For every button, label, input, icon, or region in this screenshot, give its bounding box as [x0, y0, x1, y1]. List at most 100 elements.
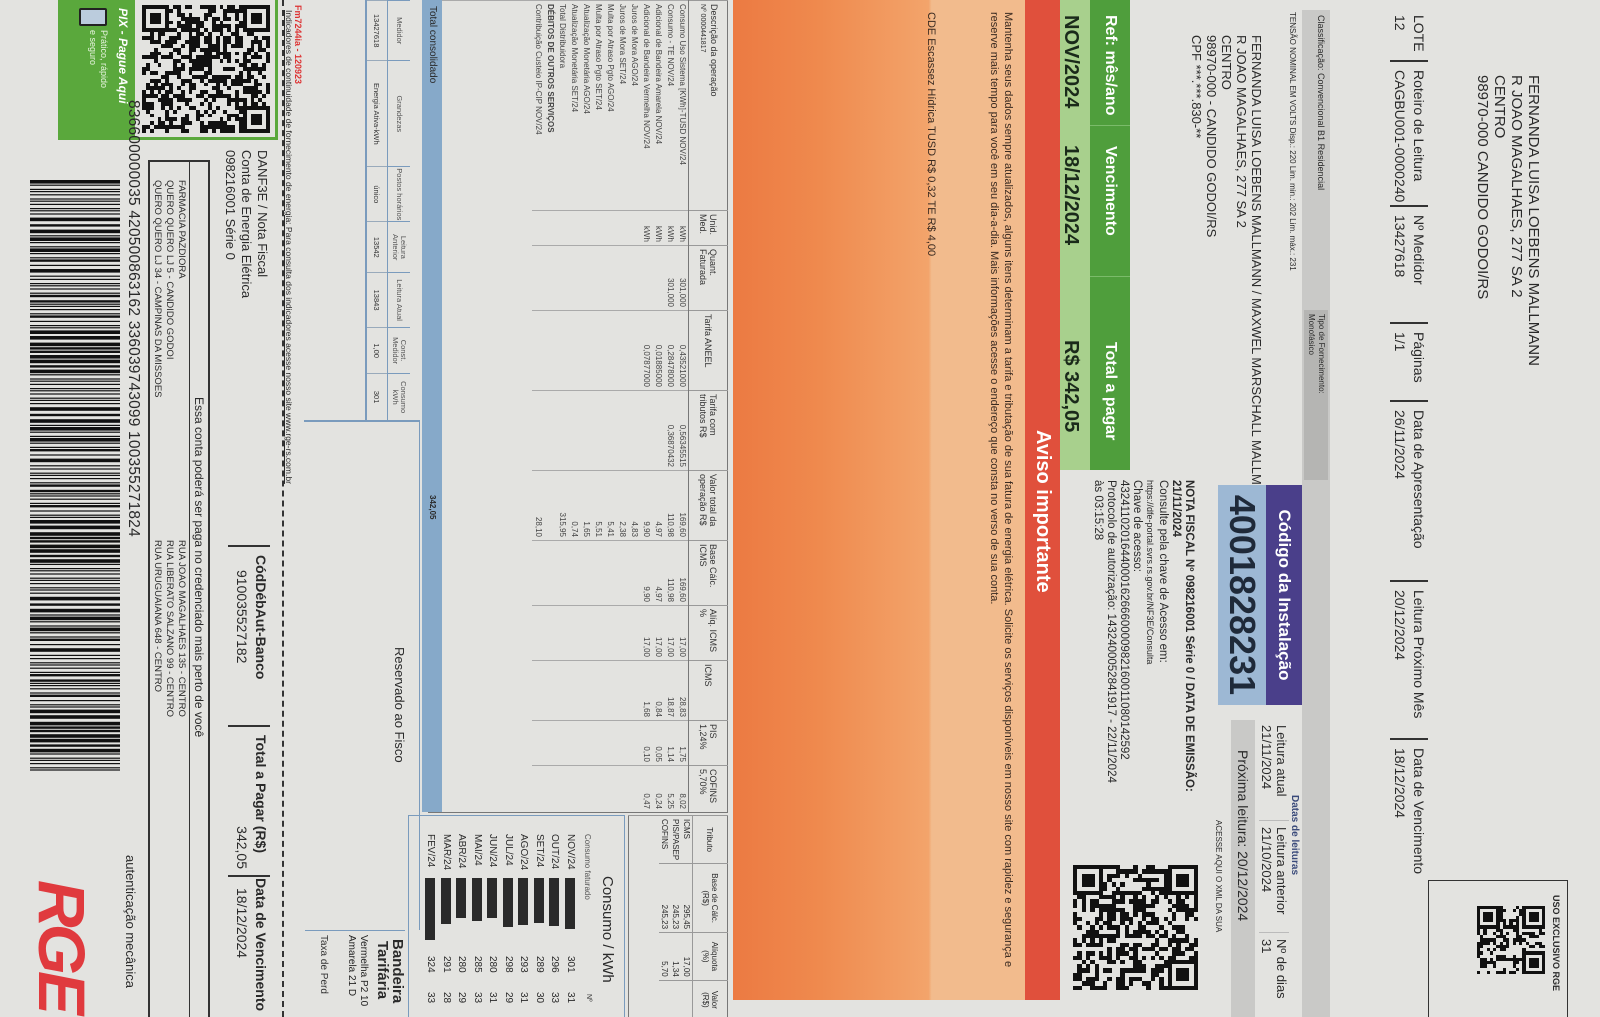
barcode-bar: [30, 715, 120, 719]
month-label: ABR/24: [456, 834, 468, 869]
days-value: 31: [1259, 939, 1274, 954]
due-date-stub-value: 18/12/2024: [234, 888, 250, 959]
barcode-bar: [30, 313, 120, 315]
header-field: LOTE 12: [1390, 15, 1428, 52]
days-value: 31: [518, 992, 530, 1004]
table-cell: [592, 720, 604, 766]
classification-bar: Classificação: Convencional B1 Residenci…: [1302, 10, 1330, 1017]
table-cell: [556, 310, 568, 391]
barcode-bar: [30, 516, 120, 518]
consumption-title: Consumo / kWh: [599, 876, 616, 983]
table-cell: 9,90: [640, 540, 652, 606]
column-header: Base Cálc. ICMS: [688, 540, 728, 606]
barcode-bar: [30, 679, 120, 682]
month-label: JUN/24: [487, 834, 499, 868]
barcode-bar: [30, 700, 120, 702]
table-cell: [532, 605, 544, 661]
consumption-bar: [549, 878, 560, 926]
barcode-bar: [30, 468, 120, 470]
barcode-bar: [30, 390, 120, 392]
table-cell: 0,74: [568, 470, 580, 541]
table-cell: [544, 470, 556, 541]
barcode-bar: [30, 592, 120, 594]
customer-names: FERNANDA LUISA LOEBENS MALLMANN / MAXWEL…: [1249, 35, 1264, 513]
previous-reading-label: Leitura anterior: [1274, 827, 1289, 915]
pix-qr-code[interactable]: [142, 5, 270, 133]
items-table: Descrição da operação Nº 0000441817 Unid. …: [428, 0, 728, 813]
barcode-bar: [30, 589, 120, 591]
consumption-value: 296: [549, 956, 561, 973]
barcode-bar: [30, 350, 120, 354]
uso-exclusivo-label: USO EXCLUSIVO RGE: [1551, 895, 1561, 992]
xml-qr-code[interactable]: [1073, 865, 1198, 990]
table-cell: 0,84: [652, 660, 664, 721]
tax-cell: ICMS: [681, 815, 693, 864]
table-cell: [580, 390, 592, 471]
danf-line: 098216001 Série 0: [223, 150, 238, 260]
table-cell: [592, 390, 604, 471]
pix-box[interactable]: PIX - Pague Aqui Prático, rápido e seguro: [58, 0, 278, 140]
meter-column-header: Leitura Anterior: [387, 221, 410, 273]
barcode-bar: [30, 559, 120, 563]
header-field-label: LOTE: [1411, 15, 1427, 52]
month-label: NOV/24: [565, 834, 576, 870]
table-cell: 0,01885000: [652, 310, 664, 391]
loss-rate-label: Taxa de Perd: [318, 935, 329, 994]
barcode-bar: [30, 188, 120, 191]
table-cell: 110,98: [664, 540, 676, 606]
table-cell: [580, 605, 592, 661]
continuity-indicators-link[interactable]: Indicadores de continuidade de fornecime…: [284, 10, 294, 488]
meter-column-header: Grandezas: [387, 60, 410, 167]
table-cell: [604, 605, 616, 661]
consumption-value: 285: [472, 956, 483, 973]
table-cell: [604, 720, 616, 766]
flag-red: Vermelha P2 10: [358, 935, 369, 1007]
barcode-bar: [30, 495, 120, 497]
barcode-bar: [30, 520, 120, 524]
table-cell: [604, 210, 616, 246]
barcode-bar: [30, 217, 120, 222]
days-value: 33: [549, 992, 561, 1004]
barcode-bar: [30, 449, 120, 452]
meter-cell: 13542: [366, 221, 388, 273]
consumption-value: 324: [425, 956, 437, 973]
table-cell: [580, 765, 592, 813]
meter-cell: Energia Ativa-kWh: [366, 60, 388, 167]
rge-logo: RGE: [25, 880, 99, 1012]
pix-title: PIX - Pague Aqui: [116, 8, 130, 104]
barcode-number: 836600000035 420500863162 336039743099 1…: [125, 100, 142, 537]
xml-access-label: ACESSE AQUI O XML DA SUA: [1214, 820, 1223, 933]
table-cell: [532, 245, 544, 311]
tax-column-header: Tributo: [692, 815, 728, 864]
table-row: Consumo Uso Sistema [KWh]-TUSD NOV/24 kWh…: [676, 0, 689, 813]
barcode-bar: [30, 248, 120, 253]
barcode-bar: [30, 625, 120, 627]
header-field-value: 18/12/2024: [1392, 748, 1408, 819]
barcode-bar: [30, 369, 120, 374]
column-header-text: Alíq. ICMS %: [698, 609, 718, 653]
table-cell: [616, 540, 628, 606]
consumption-bar: [487, 878, 498, 918]
month-label: SET/24: [534, 834, 545, 868]
barcode-bar: [30, 549, 120, 553]
barcode-bar: [30, 694, 120, 697]
table-cell: [616, 605, 628, 661]
invoice-portal-link[interactable]: https://dfe-portal.svrs.rs.gov.br/NF3E/C…: [1145, 480, 1155, 665]
table-cell: 4,97: [652, 540, 664, 606]
barcode-bar: [30, 759, 120, 761]
barcode-bar: [30, 198, 120, 200]
barcode-bar: [30, 536, 120, 540]
header-field-value: 13427618: [1392, 215, 1408, 278]
barcode-bar: [30, 446, 120, 448]
barcode-bar: [30, 474, 120, 476]
column-header-text: Tarifa com tributos R$: [698, 394, 718, 438]
barcode-bar: [30, 685, 120, 687]
table-cell: [532, 390, 544, 471]
pix-subtitle-line: Prático, rápido: [99, 30, 109, 89]
table-cell: [532, 540, 544, 606]
barcode-bar: [30, 763, 120, 765]
table-row: Atualização Monetária AGO/24 1,65: [580, 0, 592, 813]
barcode-bar: [30, 413, 120, 417]
table-cell: [532, 660, 544, 721]
consumption-value: 293: [518, 956, 530, 973]
